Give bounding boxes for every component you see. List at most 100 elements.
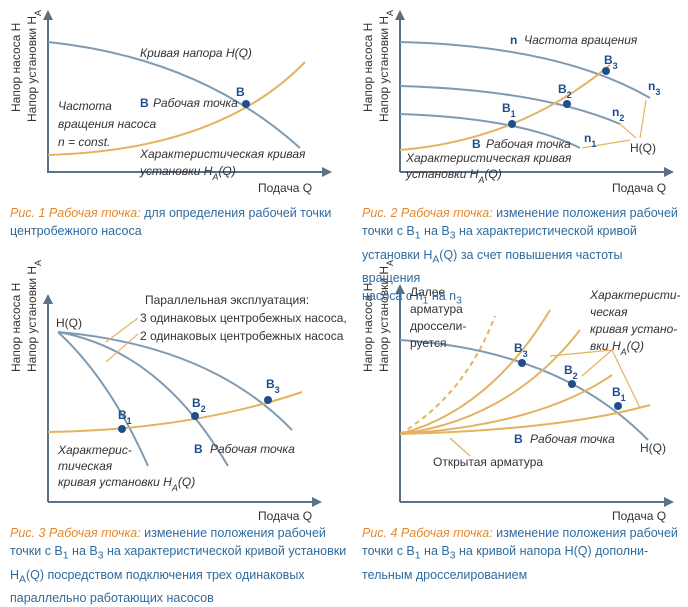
figure-1: Напор насоса H Напор установки HA Подача… bbox=[9, 10, 332, 195]
fig2-pump-curve-n3 bbox=[399, 41, 651, 99]
fig2-caption-sub-2b: 1 bbox=[414, 230, 421, 242]
fig2-caption-text-2e: на характеристической кривой bbox=[455, 224, 637, 238]
fig4-system-curve-open bbox=[399, 404, 651, 435]
fig2-y-label-2: Напор установки HA bbox=[377, 10, 395, 122]
fig3-caption-text-2c: на B bbox=[68, 544, 98, 558]
fig3-caption-text-4: параллельно работающих насосов bbox=[10, 591, 214, 605]
fig3-caption-text-3a: H bbox=[10, 567, 20, 582]
fig4-throttle-3: дроссели- bbox=[410, 319, 466, 333]
fig3-parallel-leader-3 bbox=[105, 317, 139, 343]
fig4-point-label: Рабочая точка bbox=[530, 432, 615, 446]
fig4-hq-label: H(Q) bbox=[640, 441, 666, 455]
fig1-speed-2: вращения насоса bbox=[58, 117, 156, 131]
fig1-point-label: Рабочая точка bbox=[153, 96, 238, 110]
fig4-system-label-2: ческая bbox=[590, 305, 628, 319]
fig4-system-leader bbox=[549, 349, 641, 409]
fig4-system-curve-b2 bbox=[399, 329, 581, 435]
fig1-caption-highlight: Рис. 1 Рабочая точка: bbox=[10, 206, 141, 220]
fig3-system-curve bbox=[47, 391, 303, 433]
fig4-caption-highlight: Рис. 4 Рабочая точка: bbox=[362, 526, 493, 540]
fig4-system-label-1: Характеристи- bbox=[589, 288, 681, 302]
fig1-y-label-2: Напор установки HA bbox=[25, 10, 43, 122]
fig3-caption-text-2e: на характеристической кривой установки bbox=[103, 544, 347, 558]
fig2-caption-sub-3b: A bbox=[432, 254, 440, 265]
fig2-point-letter: B bbox=[472, 137, 481, 151]
fig2-hq-label: H(Q) bbox=[630, 141, 656, 155]
fig3-parallel-title: Параллельная эксплуатация: bbox=[145, 293, 309, 307]
fig2-caption: Рис. 2 Рабочая точка: изменение положени… bbox=[362, 204, 682, 311]
fig3-y-label-2: Напор установки HA bbox=[25, 260, 43, 372]
fig3-caption-sub-2b: 1 bbox=[62, 550, 69, 562]
fig2-pump-curve-n2 bbox=[399, 85, 621, 125]
fig4-system-curve-b1 bbox=[399, 374, 613, 435]
fig2-caption-sub-4b: 1 bbox=[422, 295, 429, 307]
fig3-hq-label: H(Q) bbox=[56, 316, 82, 330]
fig3-y-label-1: Напор насоса H bbox=[9, 283, 23, 372]
fig4-b2-label: B2 bbox=[564, 363, 578, 381]
fig4-system-curve-b3 bbox=[399, 309, 551, 435]
fig4-throttle-4: руется bbox=[410, 336, 447, 350]
fig3-caption: Рис. 3 Рабочая точка: изменение положени… bbox=[10, 524, 350, 607]
fig2-n3: n3 bbox=[648, 79, 660, 97]
fig1-caption-text-1: для определения рабочей точки bbox=[140, 206, 332, 220]
fig2-x-label: Подача Q bbox=[612, 181, 666, 195]
fig2-n-letter: n bbox=[510, 33, 517, 47]
fig2-b1-label: B1 bbox=[502, 101, 516, 119]
fig4-x-label: Подача Q bbox=[612, 509, 666, 523]
fig4-y-label-1: Напор насоса H bbox=[361, 283, 375, 372]
fig2-caption-text-1: изменение положения рабочей bbox=[492, 206, 678, 220]
fig3-x-label: Подача Q bbox=[258, 509, 312, 523]
fig4-point-b1 bbox=[614, 402, 622, 410]
fig2-system-label-1: Характеристическая кривая bbox=[405, 151, 572, 165]
fig4-throttle-1: Далее bbox=[410, 285, 445, 299]
fig3-parallel-3: 3 одинаковых центробежных насоса, bbox=[140, 311, 347, 325]
fig1-point-b: B bbox=[236, 85, 245, 99]
fig1-pump-curve-label: Кривая напора H(Q) bbox=[140, 46, 252, 60]
fig2-caption-text-3a: установки H bbox=[362, 247, 433, 262]
fig2-hq-leader bbox=[581, 99, 647, 149]
fig3-pump-curve-1 bbox=[57, 331, 149, 467]
fig3-pump-curve-2 bbox=[57, 331, 229, 467]
fig3-b3-label: B3 bbox=[266, 377, 280, 395]
fig4-caption-text-2c: на B bbox=[420, 544, 450, 558]
fig3-caption-sub-2d: 3 bbox=[97, 550, 104, 562]
fig3-b1-label: B1 bbox=[118, 408, 132, 426]
fig3-system-label-3: кривая установки HA(Q) bbox=[58, 475, 195, 493]
figure-2: Напор насоса H Напор установки HA Подача… bbox=[361, 10, 674, 195]
fig1-speed-1: Частота bbox=[58, 99, 112, 113]
fig4-b1-label: B1 bbox=[612, 385, 626, 403]
fig2-caption-text-3c: (Q) за счет повышения частоты вращения bbox=[362, 247, 623, 286]
fig1-system-label-1: Характеристическая кривая bbox=[139, 147, 306, 161]
fig1-pump-curve bbox=[47, 41, 301, 149]
fig3-caption-text-2a: точки с B bbox=[10, 544, 63, 558]
fig4-caption-text-2a: точки с B bbox=[362, 544, 415, 558]
fig3-caption-sub-3b: A bbox=[19, 574, 26, 585]
fig2-pump-curve-n1 bbox=[399, 113, 581, 149]
fig2-n-label: Частота вращения bbox=[524, 33, 638, 47]
fig3-point-b2 bbox=[191, 412, 199, 420]
fig2-point-b1 bbox=[508, 120, 516, 128]
fig3-b2-label: B2 bbox=[192, 396, 206, 414]
fig1-x-label: Подача Q bbox=[258, 181, 312, 195]
fig2-caption-sub-2d: 3 bbox=[449, 230, 456, 242]
fig4-throttle-curve bbox=[399, 315, 496, 435]
fig2-n2: n2 bbox=[612, 105, 624, 123]
fig3-parallel-leader-2 bbox=[105, 333, 139, 363]
fig4-caption: Рис. 4 Рабочая точка: изменение положени… bbox=[362, 524, 682, 584]
fig3-pump-curve-3 bbox=[57, 331, 293, 431]
fig2-point-b3 bbox=[602, 67, 610, 75]
fig3-system-label-1: Характерис- bbox=[57, 443, 132, 457]
fig2-caption-highlight: Рис. 2 Рабочая точка: bbox=[362, 206, 493, 220]
fig3-caption-text-1: изменение положения рабочей bbox=[140, 526, 326, 540]
fig4-caption-text-3: тельным дросселированием bbox=[362, 567, 528, 582]
fig2-system-label-2: установки HA(Q) bbox=[405, 167, 502, 185]
fig4-open-label: Открытая арматура bbox=[433, 455, 543, 469]
fig4-system-label-3: кривая устано- bbox=[590, 322, 677, 336]
fig1-y-label-1: Напор насоса H bbox=[9, 23, 23, 112]
fig1-operating-point bbox=[242, 100, 250, 108]
fig1-system-label-2: установки HA(Q) bbox=[139, 164, 236, 182]
fig3-point-label: Рабочая точка bbox=[210, 442, 295, 456]
fig2-y-label-1: Напор насоса H bbox=[361, 23, 375, 112]
fig4-b3-label: B3 bbox=[514, 341, 528, 359]
